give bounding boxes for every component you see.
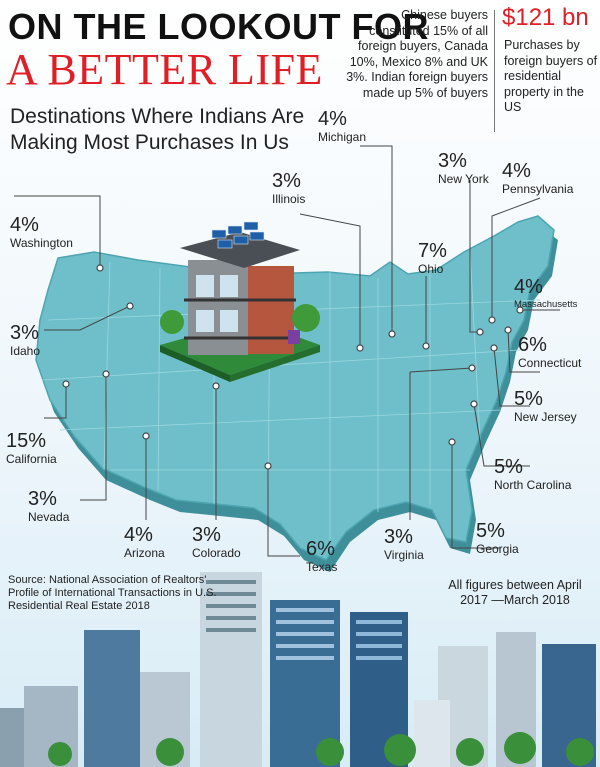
state-label-washington: 4% Washington	[10, 214, 73, 250]
state-label-illinois: 3% Illinois	[272, 170, 306, 206]
headline-line-2: A BETTER LIFE	[6, 45, 323, 94]
state-label-texas: 6% Texas	[306, 538, 338, 574]
leader-lines	[14, 145, 560, 557]
state-label-new-jersey: 5% New Jersey	[514, 388, 577, 424]
city-skyline	[0, 572, 596, 767]
state-label-ohio: 7% Ohio	[418, 240, 447, 276]
state-label-connecticut: 6% Connecticut	[518, 334, 582, 370]
state-markers	[62, 264, 524, 470]
divider	[494, 10, 495, 132]
state-label-nevada: 3% Nevada	[28, 488, 70, 524]
state-label-georgia: 5% Georgia	[476, 520, 519, 556]
us-map	[35, 215, 555, 561]
state-label-arizona: 4% Arizona	[124, 524, 165, 560]
purchase-total-caption: Purchases by foreign buyers of residenti…	[504, 38, 598, 114]
headline-line-1: ON THE LOOKOUT FOR	[8, 6, 429, 47]
state-label-pennsylvania: 4% Pennsylvania	[502, 160, 574, 196]
state-label-colorado: 3% Colorado	[192, 524, 241, 560]
source-note: Source: National Association of Realtors…	[8, 574, 217, 612]
house-illustration	[160, 221, 320, 382]
state-label-idaho: 3% Idaho	[10, 322, 41, 358]
state-label-new-york: 3% New York	[438, 150, 489, 186]
state-label-california: 15% California	[6, 430, 57, 466]
state-label-north-carolina: 5% North Carolina	[494, 456, 572, 492]
state-label-michigan: 4% Michigan	[318, 108, 367, 144]
state-label-virginia: 3% Virginia	[384, 526, 424, 562]
purchase-total: $121 bn	[502, 4, 589, 31]
foreign-buyers-note: Chinese buyers constituted 15% of all fo…	[346, 8, 488, 100]
subtitle: Destinations Where Indians Are Making Mo…	[10, 105, 305, 154]
period-note: All figures between April 2017 —March 20…	[448, 578, 582, 607]
state-label-massachusetts: 4% Massachusetts	[514, 276, 578, 310]
